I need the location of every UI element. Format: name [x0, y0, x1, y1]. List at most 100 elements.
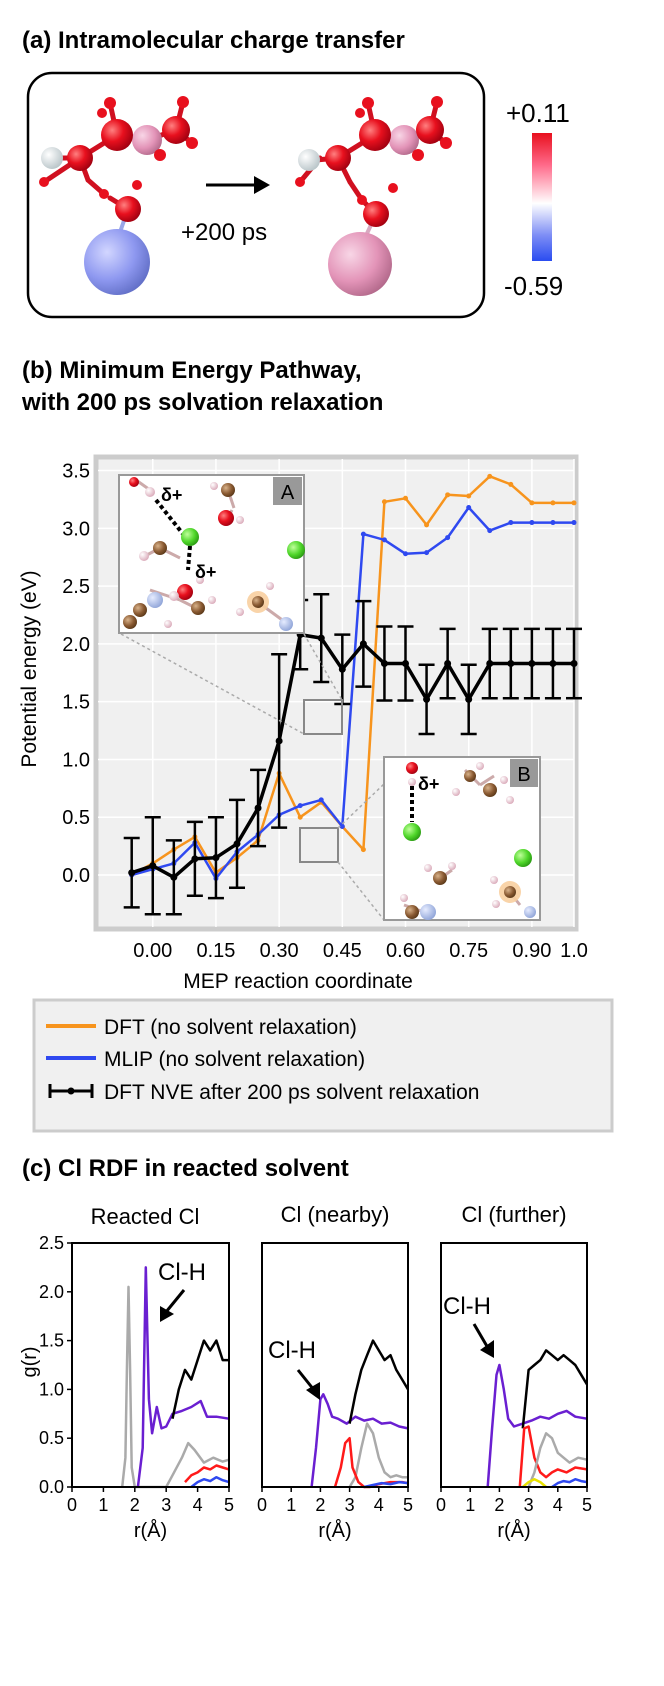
rdf-x-tick-label: 4: [374, 1495, 384, 1515]
rdf-line-nearby-black: [348, 1339, 410, 1424]
mep-y-tick-label: 0.5: [62, 807, 90, 829]
rdf-arrow-further: [472, 1323, 494, 1358]
rdf-annotation-further: Cl-H: [443, 1293, 491, 1320]
legend-label-dft: DFT (no solvent relaxation): [104, 1016, 357, 1039]
rdf-x-tick-label: 2: [494, 1495, 504, 1515]
mep-point-nve: [317, 634, 325, 642]
mep-x-tick-label: 0.45: [323, 940, 362, 962]
mep-point-dft: [550, 500, 556, 506]
mep-point-nve: [275, 737, 283, 745]
mep-point-dft: [445, 492, 451, 498]
rdf-line-further-grey: [527, 1432, 588, 1488]
rdf-line-nearby-purple: [310, 1393, 409, 1488]
inset-b-delta-1: δ+: [418, 774, 439, 794]
mep-point-nve: [402, 660, 410, 668]
colorbar: [532, 133, 552, 261]
mep-point-mlip: [508, 520, 514, 526]
rdf-line-further-black: [521, 1349, 589, 1429]
rdf-plot-reacted: 0 1 2 3 4 5 r(Å) 0.0 0.5 1.0 1.5 2.0 2.5: [39, 1233, 234, 1542]
rdf-line-reacted-purple: [136, 1266, 230, 1488]
mep-legend: DFT (no solvent relaxation) MLIP (no sol…: [32, 998, 614, 1133]
panel-b-title-line1: (b) Minimum Energy Pathway,: [22, 357, 362, 384]
mep-point-nve: [191, 855, 199, 863]
inset-a: δ+ δ+ A: [118, 474, 305, 634]
mep-point-nve: [380, 660, 388, 668]
mep-point-dft: [487, 473, 493, 479]
rdf-y-tick-label: 2.0: [39, 1282, 64, 1302]
rdf-x-axis-label: r(Å): [318, 1519, 351, 1542]
mep-x-tick-label: 1.0: [560, 940, 588, 962]
rdf-line-reacted-red: [184, 1464, 230, 1483]
mep-point-dft: [297, 814, 303, 820]
rdf-x-tick-label: 0: [257, 1495, 267, 1515]
mep-point-mlip: [571, 520, 577, 526]
rdf-plot-nearby: 0 1 2 3 4 5 r(Å): [257, 1242, 413, 1542]
rdf-plot-further: 0 1 2 3 4 5 r(Å): [436, 1242, 592, 1542]
highlight-box-a: [303, 699, 343, 735]
legend-label-nve: DFT NVE after 200 ps solvent relaxation: [104, 1081, 479, 1104]
inset-a-delta-1: δ+: [161, 485, 182, 505]
inset-a-delta-2: δ+: [195, 562, 216, 582]
rdf-frame-reacted: [71, 1242, 230, 1488]
rdf-arrow-reacted: [160, 1289, 186, 1322]
mep-y-tick-label: 3.5: [62, 461, 90, 483]
mep-point-dft: [529, 500, 535, 506]
colorbar-max-label: +0.11: [506, 98, 570, 128]
rdf-line-further-yellow: [521, 1477, 547, 1488]
legend-label-mlip: MLIP (no solvent relaxation): [104, 1048, 365, 1071]
mep-point-nve: [570, 660, 578, 668]
rdf-x-tick-label: 3: [345, 1495, 355, 1515]
rdf-annotation-nearby: Cl-H: [268, 1337, 316, 1364]
rdf-line-nearby-grey: [348, 1422, 408, 1488]
mep-point-dft: [381, 499, 387, 505]
legend-swatch-nve: [48, 1084, 94, 1098]
mep-point-nve: [170, 873, 178, 881]
mep-point-nve: [549, 660, 557, 668]
panel-c-title: (c) Cl RDF in reacted solvent: [22, 1155, 349, 1182]
mep-x-tick-label: 0.15: [196, 940, 235, 962]
rdf-y-tick-label: 0.0: [39, 1477, 64, 1497]
mep-y-axis-label: Potential energy (eV): [18, 570, 41, 767]
mep-series: [123, 473, 582, 916]
mep-point-mlip: [445, 535, 451, 541]
rdf-x-tick-label: 1: [286, 1495, 296, 1515]
rdf-y-tick-label: 1.5: [39, 1331, 64, 1351]
mep-point-mlip: [529, 520, 535, 526]
rdf-x-tick-label: 0: [436, 1495, 446, 1515]
inset-b: δ+ B: [383, 756, 541, 921]
mep-point-mlip: [297, 803, 303, 809]
rdf-x-tick-label: 5: [403, 1495, 413, 1515]
rdf-annotation-reacted: Cl-H: [158, 1259, 206, 1286]
mep-point-mlip: [318, 797, 324, 803]
mep-point-nve: [444, 660, 452, 668]
mep-point-mlip: [550, 520, 556, 526]
mep-point-mlip: [487, 528, 493, 534]
rdf-x-tick-label: 5: [224, 1495, 234, 1515]
mep-y-tick-label: 1.0: [62, 749, 90, 771]
transfer-arrow: [206, 176, 270, 194]
mep-point-nve: [507, 660, 515, 668]
mep-point-nve: [128, 869, 136, 877]
rdf-frame-further: [440, 1242, 588, 1488]
rdf-y-tick-label: 0.5: [39, 1428, 64, 1448]
mep-y-tick-label: 2.5: [62, 576, 90, 598]
mep-point-dft: [424, 522, 430, 528]
mep-point-nve: [338, 665, 346, 673]
mep-point-mlip: [466, 505, 472, 511]
mep-x-tick-label: 0.60: [386, 940, 425, 962]
rdf-x-tick-label: 1: [465, 1495, 475, 1515]
mep-point-dft: [360, 847, 366, 853]
mep-y-tick-label: 2.0: [62, 634, 90, 656]
rdf-x-tick-label: 2: [130, 1495, 140, 1515]
mep-x-axis-label: MEP reaction coordinate: [183, 970, 413, 993]
rdf-frame-nearby: [261, 1242, 409, 1488]
rdf-subtitle-nearby: Cl (nearby): [281, 1202, 390, 1227]
molecule-after: [295, 96, 452, 296]
mep-point-dft: [571, 500, 577, 506]
rdf-x-tick-label: 2: [315, 1495, 325, 1515]
rdf-arrow-nearby: [296, 1369, 320, 1400]
mep-point-nve: [233, 840, 241, 848]
rdf-x-tick-label: 4: [193, 1495, 203, 1515]
rdf-x-axis-label: r(Å): [497, 1519, 530, 1542]
